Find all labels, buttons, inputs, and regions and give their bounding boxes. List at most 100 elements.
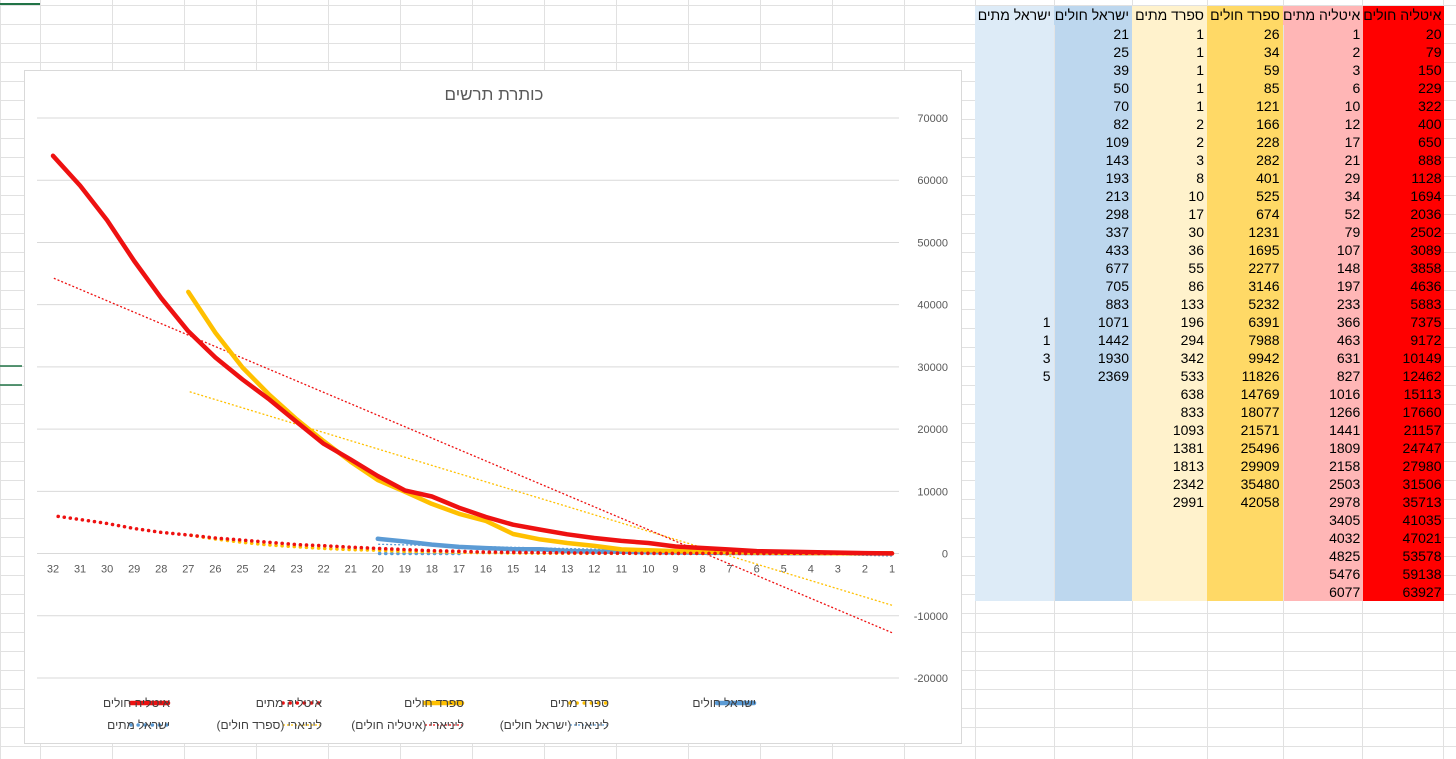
table-cell-spain-deaths[interactable]: 1 <box>1132 25 1207 43</box>
table-cell-israel-deaths[interactable] <box>975 169 1054 187</box>
table-cell-italy-cases[interactable]: 1694 <box>1363 187 1444 205</box>
table-cell-italy-deaths[interactable]: 10 <box>1283 97 1363 115</box>
table-cell-spain-deaths[interactable]: 533 <box>1132 367 1207 385</box>
table-cell-spain-deaths[interactable] <box>1132 547 1207 565</box>
table-cell-italy-cases[interactable]: 17660 <box>1363 403 1444 421</box>
table-cell-italy-cases[interactable]: 63927 <box>1363 583 1444 601</box>
table-cell-israel-cases[interactable] <box>1054 511 1132 529</box>
table-cell-israel-deaths[interactable] <box>975 259 1054 277</box>
table-cell-israel-cases[interactable]: 337 <box>1054 223 1132 241</box>
table-cell-italy-cases[interactable]: 79 <box>1363 43 1444 61</box>
table-cell-italy-deaths[interactable]: 12 <box>1283 115 1363 133</box>
table-cell-spain-cases[interactable]: 5232 <box>1207 295 1283 313</box>
table-cell-israel-deaths[interactable] <box>975 511 1054 529</box>
table-cell-spain-deaths[interactable]: 1 <box>1132 97 1207 115</box>
table-cell-spain-deaths[interactable] <box>1132 565 1207 583</box>
table-cell-italy-deaths[interactable]: 34 <box>1283 187 1363 205</box>
table-cell-israel-cases[interactable] <box>1054 403 1132 421</box>
table-cell-italy-deaths[interactable]: 3 <box>1283 61 1363 79</box>
table-cell-israel-deaths[interactable] <box>975 205 1054 223</box>
header-italy-cases[interactable]: איטליה חולים <box>1363 6 1444 25</box>
table-cell-italy-deaths[interactable]: 2978 <box>1283 493 1363 511</box>
table-cell-spain-cases[interactable]: 1695 <box>1207 241 1283 259</box>
table-cell-italy-deaths[interactable]: 17 <box>1283 133 1363 151</box>
table-cell-italy-cases[interactable]: 12462 <box>1363 367 1444 385</box>
table-cell-israel-deaths[interactable] <box>975 151 1054 169</box>
chart-area[interactable]: כותרת תרשים -20000 -10000 0 10000 20000 30000 4… <box>24 70 962 744</box>
table-cell-spain-deaths[interactable]: 1813 <box>1132 457 1207 475</box>
table-cell-spain-deaths[interactable]: 2342 <box>1132 475 1207 493</box>
table-cell-italy-cases[interactable]: 229 <box>1363 79 1444 97</box>
table-cell-israel-cases[interactable]: 21 <box>1054 25 1132 43</box>
table-cell-spain-cases[interactable]: 1231 <box>1207 223 1283 241</box>
table-cell-spain-cases[interactable] <box>1207 583 1283 601</box>
table-cell-italy-cases[interactable]: 888 <box>1363 151 1444 169</box>
table-cell-italy-deaths[interactable]: 366 <box>1283 313 1363 331</box>
table-cell-spain-deaths[interactable]: 2 <box>1132 115 1207 133</box>
table-cell-italy-cases[interactable]: 31506 <box>1363 475 1444 493</box>
table-cell-italy-deaths[interactable]: 1 <box>1283 25 1363 43</box>
table-cell-spain-cases[interactable]: 42058 <box>1207 493 1283 511</box>
table-cell-italy-deaths[interactable]: 631 <box>1283 349 1363 367</box>
table-cell-spain-deaths[interactable]: 1093 <box>1132 421 1207 439</box>
table-cell-spain-deaths[interactable]: 638 <box>1132 385 1207 403</box>
table-cell-spain-deaths[interactable]: 1381 <box>1132 439 1207 457</box>
table-cell-israel-deaths[interactable] <box>975 187 1054 205</box>
table-cell-israel-cases[interactable]: 109 <box>1054 133 1132 151</box>
table-cell-israel-deaths[interactable] <box>975 529 1054 547</box>
table-cell-israel-cases[interactable]: 193 <box>1054 169 1132 187</box>
table-cell-italy-deaths[interactable]: 4032 <box>1283 529 1363 547</box>
table-cell-spain-cases[interactable]: 21571 <box>1207 421 1283 439</box>
table-cell-spain-cases[interactable] <box>1207 529 1283 547</box>
table-cell-italy-deaths[interactable]: 1441 <box>1283 421 1363 439</box>
table-cell-italy-cases[interactable]: 3858 <box>1363 259 1444 277</box>
table-cell-israel-deaths[interactable] <box>975 97 1054 115</box>
table-cell-spain-cases[interactable]: 525 <box>1207 187 1283 205</box>
table-cell-spain-cases[interactable]: 7988 <box>1207 331 1283 349</box>
table-cell-israel-deaths[interactable] <box>975 115 1054 133</box>
table-cell-italy-deaths[interactable]: 79 <box>1283 223 1363 241</box>
table-cell-spain-cases[interactable]: 282 <box>1207 151 1283 169</box>
table-cell-italy-cases[interactable]: 9172 <box>1363 331 1444 349</box>
table-cell-israel-cases[interactable]: 677 <box>1054 259 1132 277</box>
table-cell-spain-deaths[interactable] <box>1132 583 1207 601</box>
table-cell-italy-deaths[interactable]: 5476 <box>1283 565 1363 583</box>
table-cell-italy-cases[interactable]: 650 <box>1363 133 1444 151</box>
table-cell-italy-cases[interactable]: 24747 <box>1363 439 1444 457</box>
table-cell-spain-cases[interactable] <box>1207 511 1283 529</box>
table-cell-spain-cases[interactable]: 11826 <box>1207 367 1283 385</box>
table-cell-israel-deaths[interactable] <box>975 133 1054 151</box>
table-cell-spain-cases[interactable] <box>1207 547 1283 565</box>
table-cell-italy-cases[interactable]: 41035 <box>1363 511 1444 529</box>
table-cell-italy-deaths[interactable]: 3405 <box>1283 511 1363 529</box>
table-cell-israel-cases[interactable]: 1930 <box>1054 349 1132 367</box>
table-cell-spain-deaths[interactable] <box>1132 529 1207 547</box>
table-cell-israel-cases[interactable]: 213 <box>1054 187 1132 205</box>
table-cell-spain-cases[interactable]: 29909 <box>1207 457 1283 475</box>
table-cell-israel-cases[interactable]: 1071 <box>1054 313 1132 331</box>
table-cell-israel-deaths[interactable] <box>975 295 1054 313</box>
table-cell-spain-cases[interactable]: 18077 <box>1207 403 1283 421</box>
table-cell-israel-deaths[interactable] <box>975 277 1054 295</box>
table-cell-italy-cases[interactable]: 15113 <box>1363 385 1444 403</box>
table-cell-spain-cases[interactable]: 674 <box>1207 205 1283 223</box>
table-cell-israel-deaths[interactable] <box>975 439 1054 457</box>
table-cell-spain-cases[interactable]: 166 <box>1207 115 1283 133</box>
header-israel-deaths[interactable]: ישראל מתים <box>975 6 1054 25</box>
table-cell-italy-cases[interactable]: 3089 <box>1363 241 1444 259</box>
table-cell-israel-deaths[interactable] <box>975 475 1054 493</box>
table-cell-italy-deaths[interactable]: 1809 <box>1283 439 1363 457</box>
table-cell-italy-deaths[interactable]: 6 <box>1283 79 1363 97</box>
table-cell-israel-cases[interactable]: 70 <box>1054 97 1132 115</box>
table-cell-israel-cases[interactable] <box>1054 457 1132 475</box>
table-cell-italy-deaths[interactable]: 107 <box>1283 241 1363 259</box>
table-cell-israel-cases[interactable]: 82 <box>1054 115 1132 133</box>
table-cell-israel-cases[interactable]: 143 <box>1054 151 1132 169</box>
table-cell-italy-deaths[interactable]: 4825 <box>1283 547 1363 565</box>
table-cell-italy-cases[interactable]: 35713 <box>1363 493 1444 511</box>
table-cell-israel-deaths[interactable]: 3 <box>975 349 1054 367</box>
table-cell-italy-cases[interactable]: 27980 <box>1363 457 1444 475</box>
table-cell-spain-deaths[interactable]: 30 <box>1132 223 1207 241</box>
table-cell-spain-deaths[interactable]: 17 <box>1132 205 1207 223</box>
table-cell-spain-deaths[interactable]: 1 <box>1132 43 1207 61</box>
